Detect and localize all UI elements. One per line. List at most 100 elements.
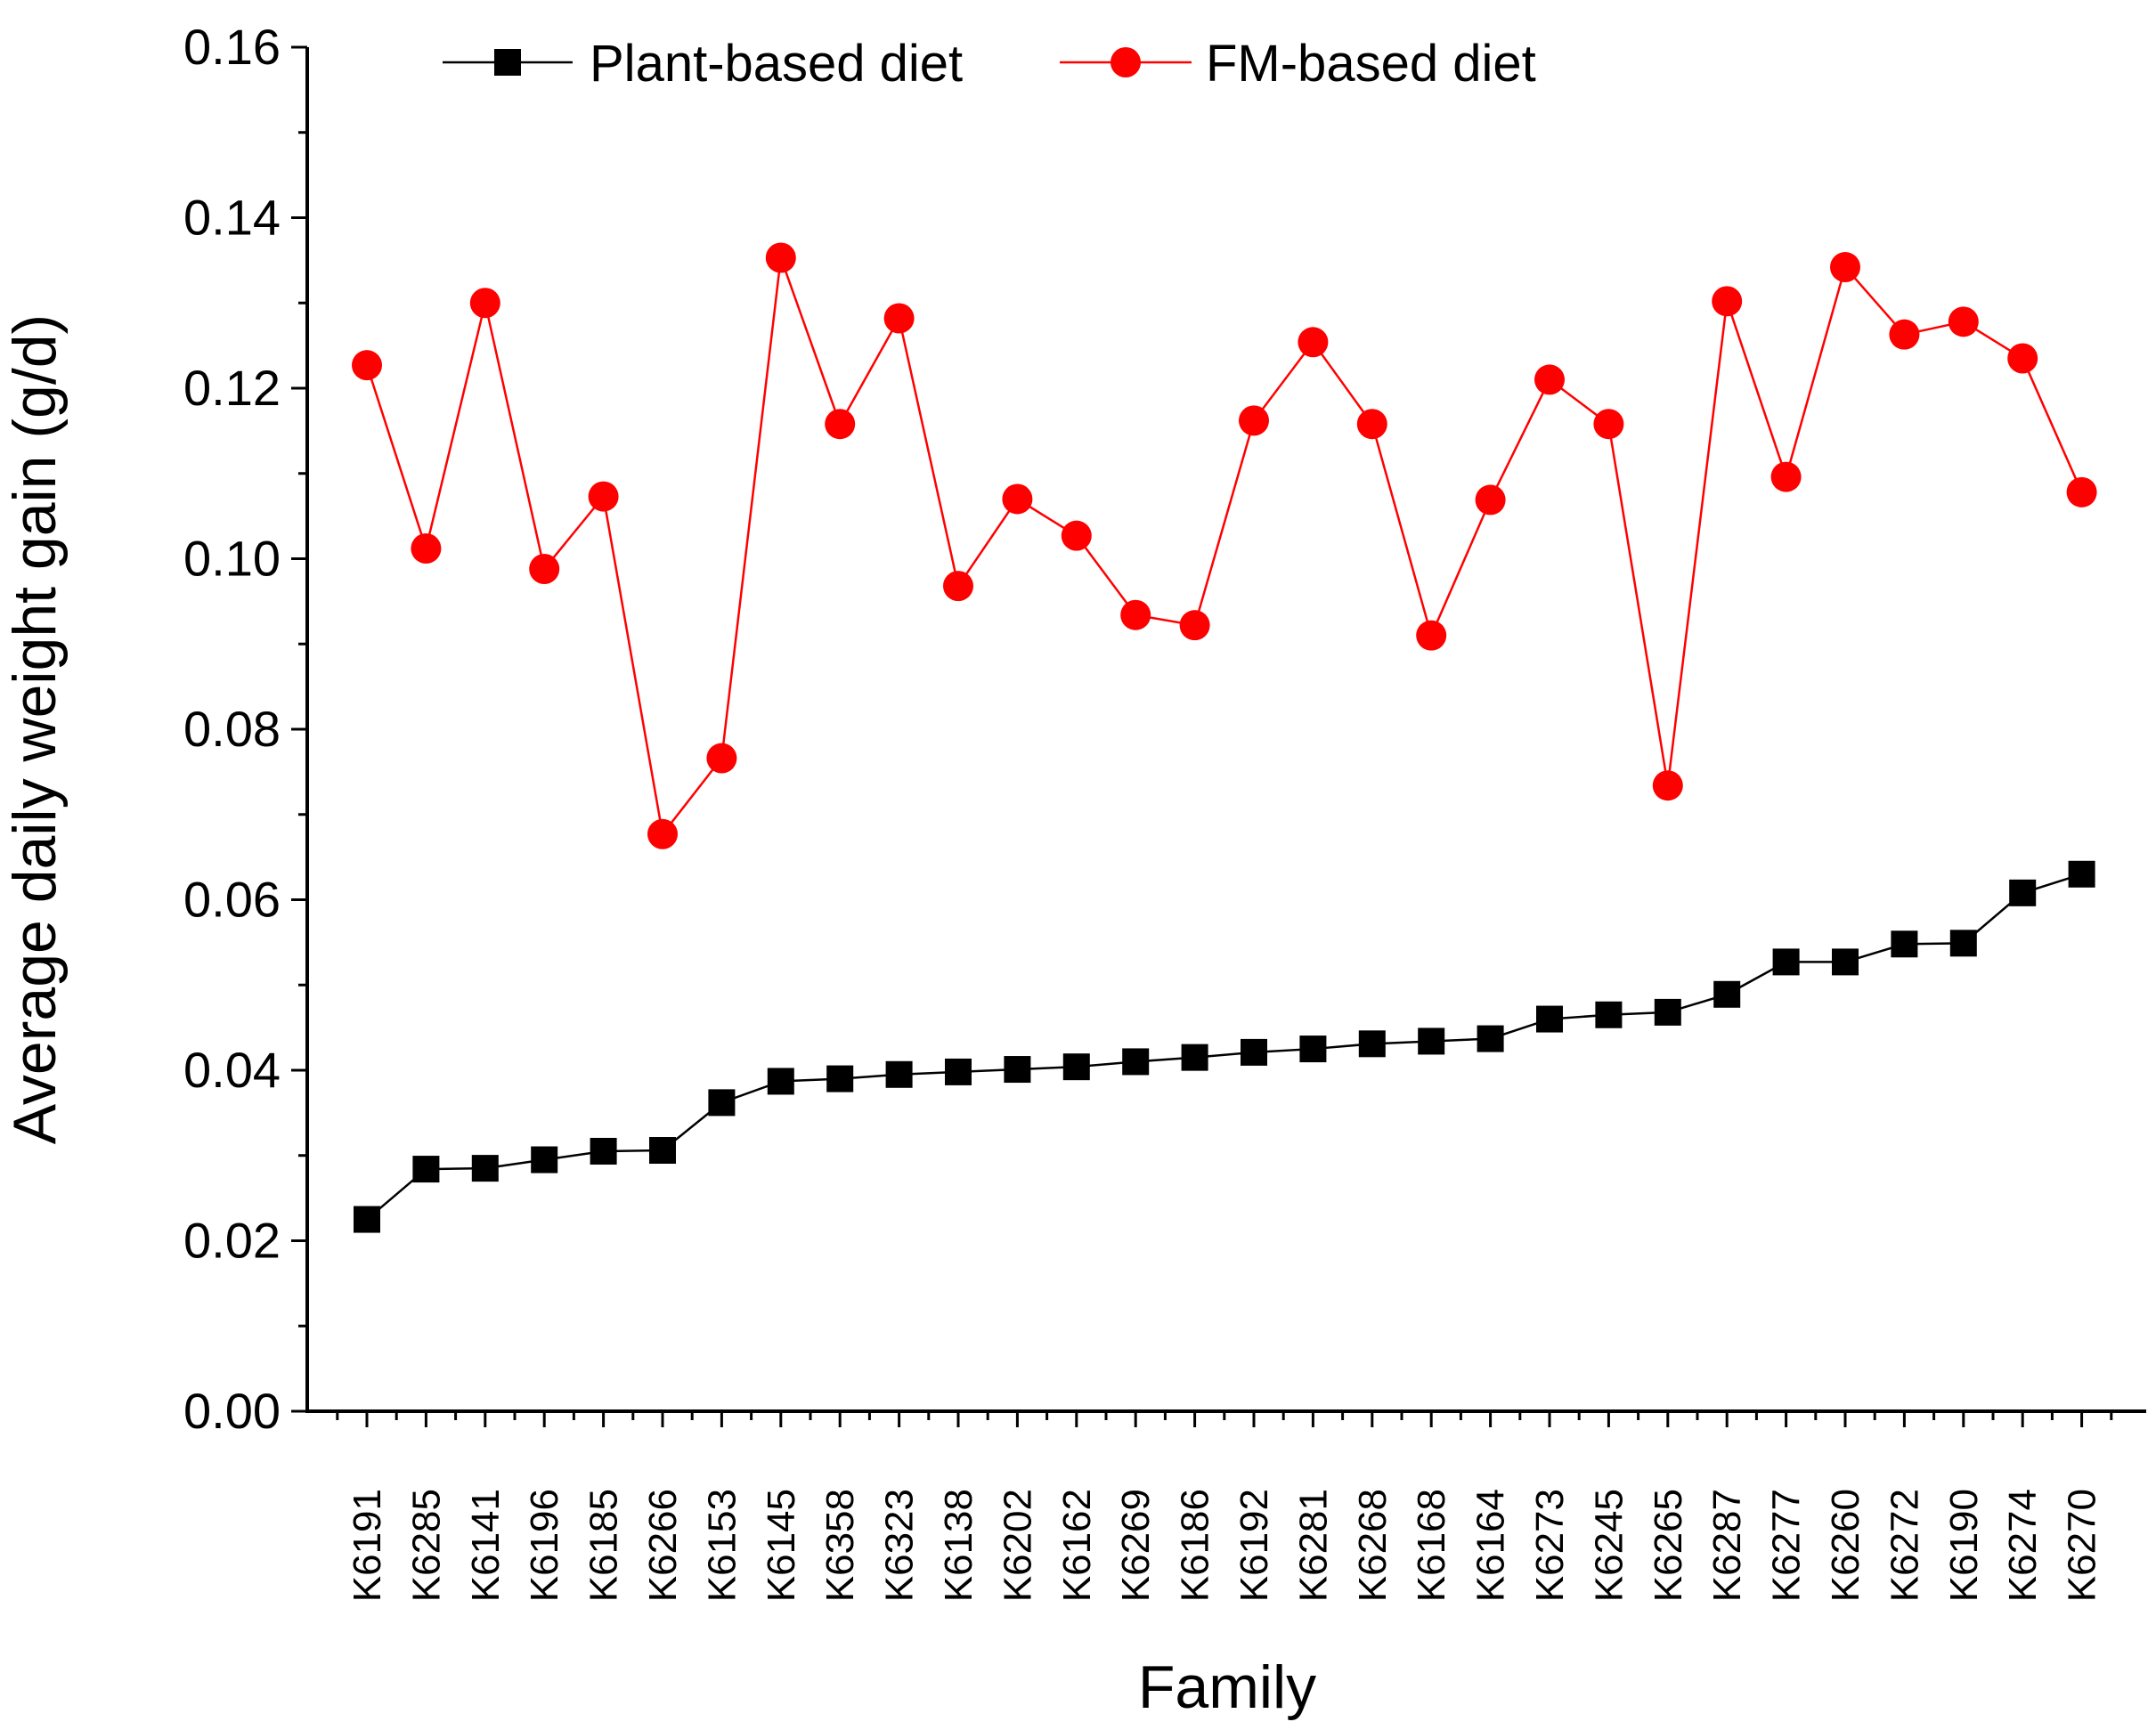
data-point <box>1062 1053 1090 1081</box>
x-tick-label: K6192 <box>1233 1489 1276 1602</box>
data-point <box>1239 405 1269 436</box>
data-point <box>647 818 678 849</box>
x-tick-label: K6186 <box>1174 1489 1217 1602</box>
data-point <box>1120 599 1151 630</box>
data-point <box>412 1156 440 1183</box>
x-tick-label: K6285 <box>404 1489 448 1602</box>
data-point <box>883 303 915 334</box>
data-point <box>1418 1027 1445 1055</box>
x-tick-label: K6138 <box>937 1489 980 1602</box>
data-point <box>1889 319 1920 350</box>
x-tick-label: K6358 <box>818 1489 862 1602</box>
data-point <box>1181 1044 1208 1071</box>
y-tick-label: 0.14 <box>183 190 281 246</box>
data-point <box>708 1089 736 1117</box>
data-point <box>1830 252 1860 283</box>
legend-item-plant-based-diet: Plant-based diet <box>443 35 963 93</box>
series-line <box>365 257 2083 837</box>
y-tick-label: 0.06 <box>183 872 281 928</box>
data-point <box>588 481 619 512</box>
y-tick-label: 0.04 <box>183 1042 281 1098</box>
x-tick-label: K6323 <box>878 1489 922 1602</box>
legend: Plant-based diet FM-based diet <box>443 35 1536 93</box>
data-point <box>1179 610 1210 641</box>
y-tick-label: 0.08 <box>183 701 281 757</box>
x-tick-label: K6270 <box>2061 1489 2104 1602</box>
data-point <box>411 533 442 564</box>
data-point <box>826 1065 854 1092</box>
data-point <box>590 1137 617 1165</box>
data-point <box>945 1058 972 1085</box>
x-tick-label: K6277 <box>1765 1489 1809 1602</box>
x-tick-label: K6185 <box>582 1489 626 1602</box>
data-point <box>1652 770 1683 801</box>
x-tick-label: K6168 <box>1410 1489 1453 1602</box>
series-layer <box>352 242 2097 1233</box>
x-tick-label: K6281 <box>1291 1489 1335 1602</box>
y-tick-label: 0.02 <box>183 1213 281 1269</box>
y-tick-label: 0.12 <box>183 360 281 416</box>
legend-label: FM-based diet <box>1206 35 1536 93</box>
y-tick-label: 0.00 <box>183 1383 281 1439</box>
y-tick-label: 0.10 <box>183 531 281 587</box>
data-point <box>1534 364 1565 395</box>
x-tick-label: K6265 <box>1647 1489 1690 1602</box>
x-tick-label: K6145 <box>760 1489 803 1602</box>
legend-item-fm-based-diet: FM-based diet <box>1060 35 1536 93</box>
x-tick-label: K6287 <box>1705 1489 1749 1602</box>
data-point <box>2007 343 2038 374</box>
data-point <box>649 1137 676 1165</box>
data-point <box>2009 879 2037 906</box>
x-tick-label: K6190 <box>1942 1489 1986 1602</box>
data-point <box>1241 1038 1267 1066</box>
data-point <box>1770 461 1802 492</box>
data-point <box>1948 306 1979 337</box>
data-point <box>1595 1001 1623 1028</box>
data-point <box>1713 980 1741 1008</box>
data-point <box>2066 476 2097 508</box>
data-point <box>1593 409 1624 440</box>
series-line <box>366 873 2082 1221</box>
x-tick-label: K6245 <box>1587 1489 1631 1602</box>
y-ticks: 0.00 0.02 0.04 0.06 0.08 0.10 0.12 0.14 0.16 <box>183 19 307 1439</box>
x-tick-label: K6153 <box>700 1489 744 1602</box>
data-point <box>1356 409 1387 440</box>
data-point <box>1122 1048 1150 1076</box>
x-tick-label: K6202 <box>996 1489 1039 1602</box>
data-point <box>1949 930 1977 957</box>
legend-marker <box>494 49 521 76</box>
data-point <box>529 553 560 584</box>
x-tick-label: K6260 <box>1824 1489 1867 1602</box>
x-tick-label: K6141 <box>464 1489 508 1602</box>
data-point <box>765 242 796 273</box>
data-point <box>1891 930 1918 958</box>
x-tick-label: K6273 <box>1528 1489 1572 1602</box>
y-axis-title: Average daily weight gain (g/d) <box>1 314 69 1144</box>
series-plant-based-diet <box>354 860 2095 1233</box>
series-fm-based-diet <box>352 242 2097 849</box>
data-point <box>1772 948 1800 976</box>
data-point <box>767 1068 794 1095</box>
data-point <box>469 288 500 319</box>
data-point <box>1475 484 1506 516</box>
data-point <box>352 350 382 381</box>
data-point <box>825 409 856 440</box>
x-axis-title: Family <box>1138 1653 1316 1721</box>
data-point <box>1832 948 1859 976</box>
data-point <box>885 1060 913 1088</box>
data-point <box>1416 620 1447 651</box>
x-tick-label: K6164 <box>1469 1489 1513 1602</box>
x-ticks: K6191 K6285 K6141 K6196 K6185 K6266 K6153 K6145… <box>336 1411 2113 1602</box>
legend-marker <box>1111 47 1141 77</box>
data-point <box>1004 1056 1031 1084</box>
x-tick-label: K6268 <box>1351 1489 1395 1602</box>
data-point <box>943 571 973 602</box>
data-point <box>471 1155 499 1182</box>
data-point <box>1536 1005 1563 1033</box>
data-point <box>706 743 737 774</box>
data-point <box>1298 327 1329 358</box>
x-tick-label: K6266 <box>641 1489 685 1602</box>
x-tick-label: K6274 <box>2001 1489 2045 1602</box>
axes <box>305 47 2146 1413</box>
